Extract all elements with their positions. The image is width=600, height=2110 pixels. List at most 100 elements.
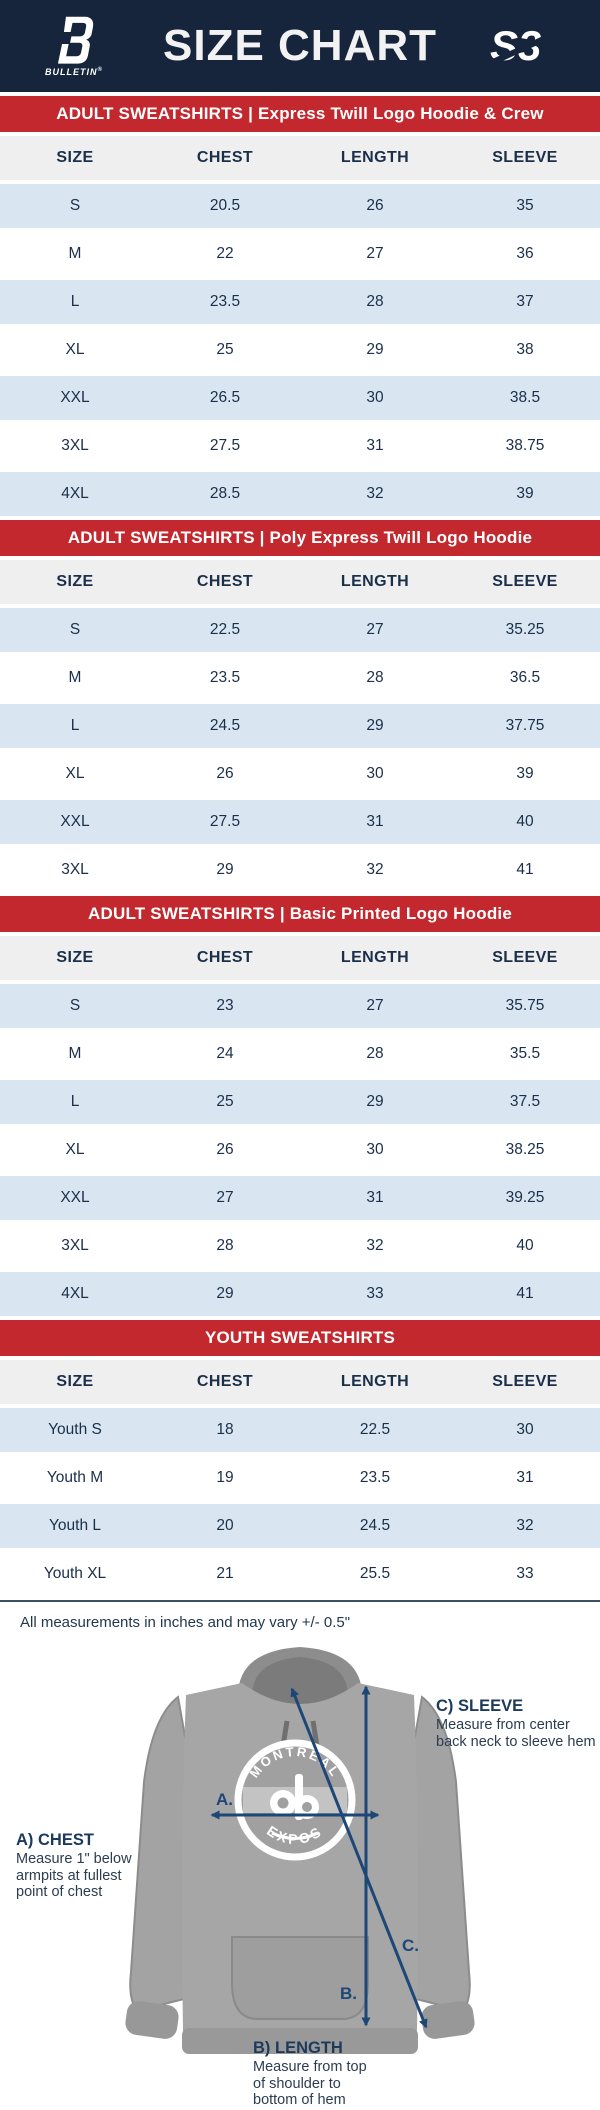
table-cell: Youth S bbox=[0, 1408, 150, 1452]
table-cell: 31 bbox=[300, 800, 450, 844]
table-cell: 33 bbox=[450, 1552, 600, 1596]
table-cell: 38.5 bbox=[450, 376, 600, 420]
table-cell: 30 bbox=[450, 1408, 600, 1452]
annotation-line: bottom of hem bbox=[253, 2091, 346, 2108]
annotation-chest: A) CHEST Measure 1" below armpits at full… bbox=[16, 1831, 132, 1900]
column-header: SLEEVE bbox=[450, 560, 600, 604]
brand-logo-bulletin: BULLETIN® bbox=[14, 15, 134, 77]
table-cell: L bbox=[0, 704, 150, 748]
table-cell: 40 bbox=[450, 1224, 600, 1268]
table-cell: 41 bbox=[450, 1272, 600, 1316]
size-table: SIZE CHEST LENGTH SLEEVE Youth S 18 22.5 30 Yout… bbox=[0, 1356, 600, 1600]
table-cell: XL bbox=[0, 752, 150, 796]
table-cell: 4XL bbox=[0, 472, 150, 516]
table-row: S 22.5 27 35.25 bbox=[0, 608, 600, 652]
table-cell: S bbox=[0, 984, 150, 1028]
column-header: SIZE bbox=[0, 936, 150, 980]
annotation-sleeve-title: C) SLEEVE bbox=[436, 1697, 524, 1715]
table-cell: 28 bbox=[150, 1224, 300, 1268]
table-cell: 31 bbox=[450, 1456, 600, 1500]
size-tables: ADULT SWEATSHIRTS | Express Twill Logo H… bbox=[0, 96, 600, 1600]
table-cell: XXL bbox=[0, 376, 150, 420]
annotation-chest-lines: Measure 1" below armpits at fullest point … bbox=[16, 1851, 132, 1900]
table-cell: 32 bbox=[300, 472, 450, 516]
table-cell: 23.5 bbox=[150, 280, 300, 324]
table-cell: 38 bbox=[450, 328, 600, 372]
bulletin-wordmark: BULLETIN® bbox=[45, 67, 103, 77]
table-row: M 22 27 36 bbox=[0, 232, 600, 276]
table-cell: 22.5 bbox=[300, 1408, 450, 1452]
table-cell: 37.5 bbox=[450, 1080, 600, 1124]
table-row: 4XL 29 33 41 bbox=[0, 1272, 600, 1316]
column-header: LENGTH bbox=[300, 936, 450, 980]
table-cell: 29 bbox=[300, 328, 450, 372]
table-cell: M bbox=[0, 1032, 150, 1076]
table-cell: 26 bbox=[300, 184, 450, 228]
table-cell: S bbox=[0, 608, 150, 652]
table-cell: 31 bbox=[300, 1176, 450, 1220]
table-cell: 3XL bbox=[0, 1224, 150, 1268]
column-header: CHEST bbox=[150, 1360, 300, 1404]
table-cell: 26.5 bbox=[150, 376, 300, 420]
annotation-length-title: B) LENGTH bbox=[253, 2039, 343, 2057]
table-cell: 27.5 bbox=[150, 800, 300, 844]
label-c: C. bbox=[402, 1936, 419, 1955]
table-cell: 38.75 bbox=[450, 424, 600, 468]
table-cell: 24 bbox=[150, 1032, 300, 1076]
table-cell: 25.5 bbox=[300, 1552, 450, 1596]
table-cell: 27 bbox=[300, 608, 450, 652]
annotation-chest-title: A) CHEST bbox=[16, 1831, 94, 1849]
annotation-line: Measure from top bbox=[253, 2059, 367, 2076]
page-title: SIZE CHART bbox=[163, 21, 437, 70]
size-table: SIZE CHEST LENGTH SLEEVE S 23 27 35.75 M 24 28 35.5… bbox=[0, 932, 600, 1320]
table-cell: 28 bbox=[300, 1032, 450, 1076]
table-cell: 28 bbox=[300, 280, 450, 324]
table-cell: 37 bbox=[450, 280, 600, 324]
table-cell: 39 bbox=[450, 752, 600, 796]
table-cell: 25 bbox=[150, 328, 300, 372]
table-row: L 23.5 28 37 bbox=[0, 280, 600, 324]
table-cell: 3XL bbox=[0, 424, 150, 468]
table-row: XL 26 30 39 bbox=[0, 752, 600, 796]
annotation-length-lines: Measure from top of shoulder to bottom of … bbox=[253, 2059, 367, 2108]
table-row: S 20.5 26 35 bbox=[0, 184, 600, 228]
column-header: CHEST bbox=[150, 136, 300, 180]
section-banner: ADULT SWEATSHIRTS | Basic Printed Logo H… bbox=[0, 896, 600, 932]
table-cell: 30 bbox=[300, 376, 450, 420]
measurement-note: All measurements in inches and may vary … bbox=[20, 1614, 351, 1631]
section-banner: ADULT SWEATSHIRTS | Poly Express Twill L… bbox=[0, 520, 600, 556]
column-header: SIZE bbox=[0, 136, 150, 180]
column-header: CHEST bbox=[150, 936, 300, 980]
sleeve-arrow bbox=[290, 1687, 428, 2029]
table-cell: 35 bbox=[450, 184, 600, 228]
annotation-line: Measure 1" below bbox=[16, 1851, 132, 1868]
table-cell: 29 bbox=[150, 848, 300, 892]
table-cell: 22 bbox=[150, 232, 300, 276]
header: BULLETIN® SIZE CHART S3 bbox=[0, 0, 600, 92]
table-cell: XXL bbox=[0, 800, 150, 844]
column-header: SLEEVE bbox=[450, 136, 600, 180]
table-cell: 35.75 bbox=[450, 984, 600, 1028]
table-cell: 19 bbox=[150, 1456, 300, 1500]
table-cell: 39.25 bbox=[450, 1176, 600, 1220]
table-row: XXL 26.5 30 38.5 bbox=[0, 376, 600, 420]
annotation-sleeve-lines: Measure from center back neck to sleeve h… bbox=[436, 1717, 600, 1749]
table-cell: 21 bbox=[150, 1552, 300, 1596]
table-cell: 37.75 bbox=[450, 704, 600, 748]
table-row: Youth L 20 24.5 32 bbox=[0, 1504, 600, 1548]
table-cell: 35.5 bbox=[450, 1032, 600, 1076]
table-cell: 41 bbox=[450, 848, 600, 892]
annotation-line: of shoulder to bbox=[253, 2075, 341, 2092]
table-cell: M bbox=[0, 656, 150, 700]
table-row: 3XL 27.5 31 38.75 bbox=[0, 424, 600, 468]
table-header-row: SIZE CHEST LENGTH SLEEVE bbox=[0, 136, 600, 180]
table-cell: L bbox=[0, 1080, 150, 1124]
bulletin-b-icon bbox=[57, 16, 94, 64]
table-cell: XXL bbox=[0, 1176, 150, 1220]
table-row: 3XL 28 32 40 bbox=[0, 1224, 600, 1268]
table-cell: 23 bbox=[150, 984, 300, 1028]
table-cell: S bbox=[0, 184, 150, 228]
table-row: M 24 28 35.5 bbox=[0, 1032, 600, 1076]
table-cell: 24.5 bbox=[150, 704, 300, 748]
table-cell: 26 bbox=[150, 1128, 300, 1172]
